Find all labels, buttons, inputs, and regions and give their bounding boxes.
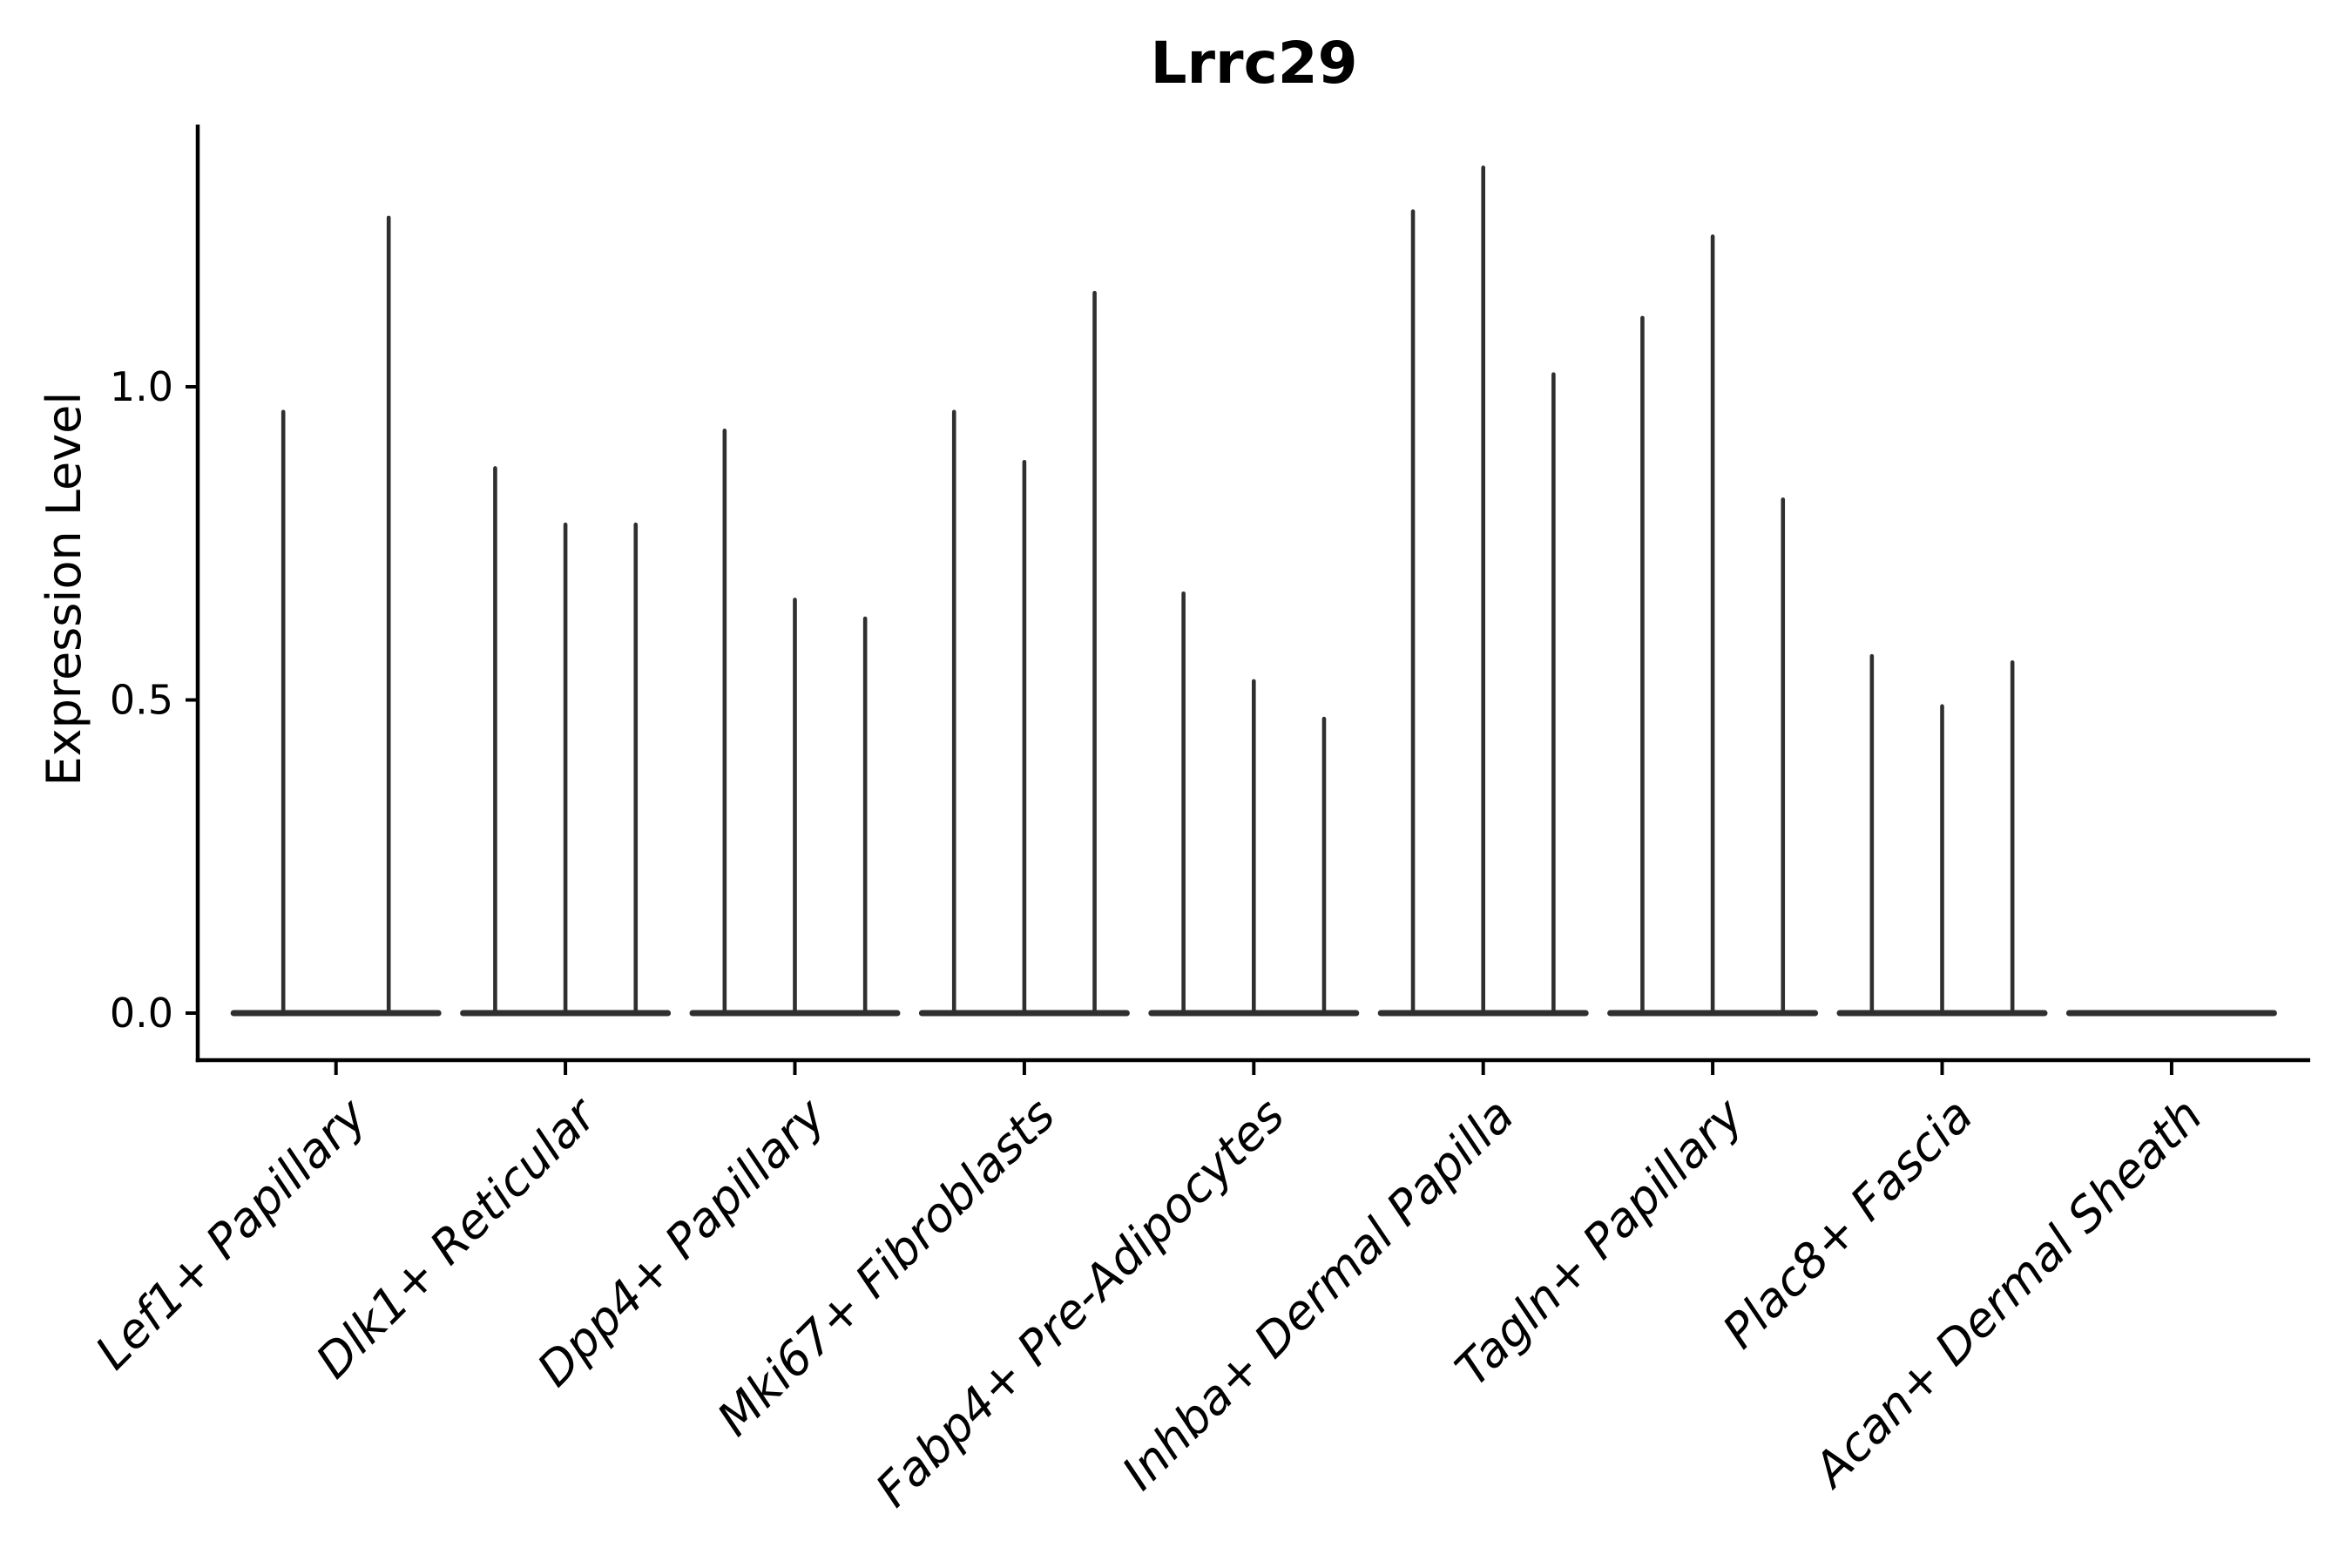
y-tick-label: 1.0 xyxy=(110,363,173,410)
x-category-label: Acan+ Dermal Sheath xyxy=(1801,1088,2213,1499)
y-tick-label: 0.0 xyxy=(110,990,173,1037)
chart-title: Lrrc29 xyxy=(1150,30,1358,97)
violin-base xyxy=(2065,1010,2277,1017)
x-category-label: Fabp4+ Pre-Adipocytes xyxy=(865,1088,1294,1517)
y-tick-label: 0.5 xyxy=(110,677,173,724)
violin-base xyxy=(230,1010,442,1017)
x-category-label: Inhba+ Dermal Papilla xyxy=(1112,1088,1524,1501)
